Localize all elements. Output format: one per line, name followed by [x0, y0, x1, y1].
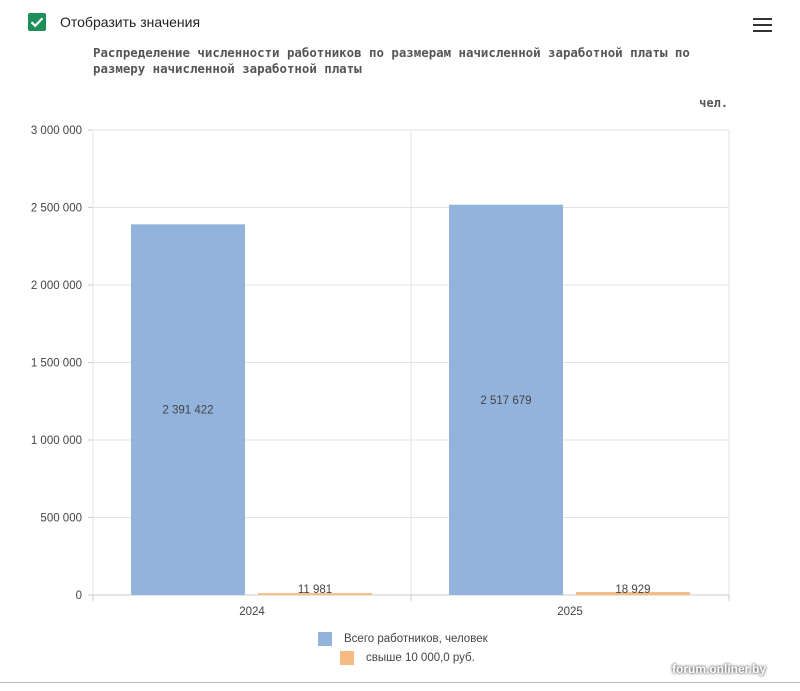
watermark: forum.onliner.by — [672, 662, 767, 676]
data-label-total-2025: 2 517 679 — [480, 395, 531, 407]
bar-total-2025 — [449, 204, 563, 595]
data-label-over-10000-2024: 11 981 — [298, 584, 332, 596]
hamburger-menu-icon[interactable] — [753, 16, 773, 32]
legend-swatch-total — [318, 632, 332, 646]
chart-legend: Всего работников, человек свыше 10 000,0… — [0, 630, 800, 670]
y-tick-label: 2 500 000 — [31, 203, 82, 215]
top-bar: Отобразить значения — [0, 0, 800, 46]
show-values-label[interactable]: Отобразить значения — [60, 14, 201, 30]
y-tick-label: 1 500 000 — [31, 358, 82, 370]
data-label-over-10000-2025: 18 929 — [615, 584, 650, 596]
bar-total-2024 — [131, 224, 245, 595]
x-tick-label-2024: 2024 — [239, 606, 265, 618]
chart-title: Распределение численности работников по … — [93, 45, 690, 76]
chart-unit: чел. — [699, 96, 728, 110]
bar-chart: 0 500 000 1 000 000 1 500 000 2 000 000 2 500… — [31, 125, 730, 618]
legend-swatch-over-10000 — [340, 651, 354, 665]
legend-item-total[interactable]: Всего работников, человек — [318, 630, 518, 648]
legend-label-over-10000: свыше 10 000,0 руб. — [366, 652, 475, 664]
y-tick-label: 3 000 000 — [31, 125, 82, 137]
x-tick-label-2025: 2025 — [557, 606, 583, 618]
data-label-total-2024: 2 391 422 — [162, 405, 213, 417]
bar-over-10000-2024 — [258, 593, 372, 595]
bottom-divider — [0, 682, 800, 683]
y-tick-label: 0 — [76, 590, 82, 602]
show-values-checkbox[interactable] — [28, 13, 46, 31]
check-icon — [30, 17, 44, 28]
y-tick-label: 2 000 000 — [31, 280, 82, 292]
y-tick-label: 1 000 000 — [31, 435, 82, 447]
legend-label-total: Всего работников, человек — [344, 633, 488, 645]
y-tick-label: 500 000 — [40, 513, 82, 525]
bar-over-10000-2025 — [576, 592, 690, 595]
legend-item-over-10000[interactable]: свыше 10 000,0 руб. — [340, 650, 500, 668]
